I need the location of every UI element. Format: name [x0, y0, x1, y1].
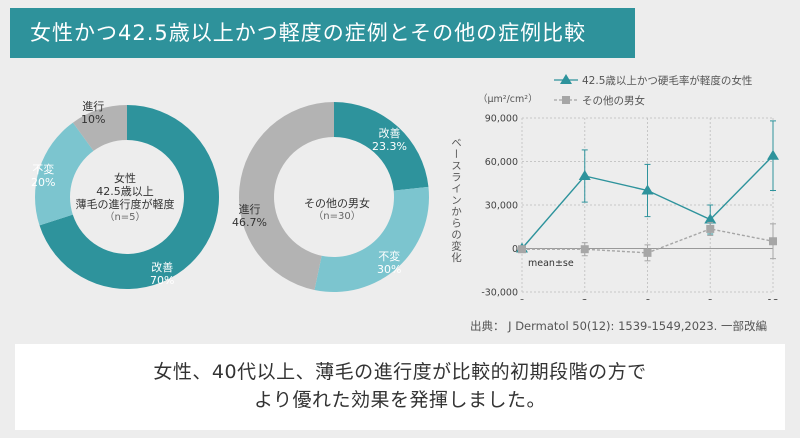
- x-tick-label: 0: [519, 298, 525, 300]
- donut-slice-1: [35, 122, 94, 226]
- x-tick-label: 12: [767, 298, 779, 300]
- label-unchanged-others: 不変 30%: [377, 250, 401, 276]
- slice-value: 10%: [81, 113, 106, 126]
- conclusion-box: 女性、40代以上、薄毛の進行度が比較的初期段階の方で より優れた効果を発揮しまし…: [15, 344, 785, 430]
- data-point: [704, 213, 717, 224]
- conclusion-line-2: より優れた効果を発揮しました。: [253, 389, 547, 411]
- mean-se-annotation: mean±se: [528, 258, 574, 269]
- data-point: [580, 245, 589, 254]
- slice-name: 不変: [32, 163, 55, 176]
- data-point: [518, 245, 526, 254]
- y-tick-label: 0: [512, 244, 518, 255]
- center-line: その他の男女: [304, 197, 370, 210]
- center-sub: （n=5）: [104, 212, 146, 223]
- legend-label: 42.5歳以上かつ硬毛率が軽度の女性: [582, 74, 752, 87]
- y-tick-label: 60,000: [485, 157, 518, 168]
- center-line: 薄毛の進行度が軽度: [75, 198, 175, 211]
- slice-value: 30%: [377, 263, 402, 276]
- donut-chart-others: 改善 23.3% 不変 30% 進行 46.7% その他の男女 （n=30）: [232, 83, 437, 313]
- y-tick-label: 30,000: [485, 201, 518, 212]
- label-progress-others: 進行 46.7%: [232, 203, 267, 229]
- label-unchanged-female: 不変 20%: [31, 163, 55, 189]
- slice-value: 23.3%: [372, 140, 407, 153]
- data-point: [641, 184, 654, 195]
- x-tick-label: 9: [707, 298, 713, 300]
- data-point: [767, 149, 779, 160]
- legend-marker: [562, 96, 570, 104]
- slice-name: 改善: [378, 127, 401, 140]
- donut-svg-others: [239, 102, 429, 292]
- slice-value: 20%: [31, 176, 56, 189]
- label-improved-others: 改善 23.3%: [372, 127, 407, 153]
- center-line: 女性: [114, 172, 136, 185]
- data-point: [578, 170, 591, 180]
- page-title: 女性かつ42.5歳以上かつ軽度の症例とその他の症例比較: [10, 8, 635, 58]
- data-point: [643, 248, 652, 257]
- y-tick-label: -30,000: [481, 288, 518, 299]
- data-point: [706, 224, 715, 233]
- unit-label: （μm²/cm²）: [478, 93, 538, 105]
- donut-slice-0: [334, 102, 429, 191]
- y-axis-label: ベースラインからの変化: [450, 137, 462, 264]
- center-line: 42.5歳以上: [96, 185, 154, 198]
- donut-slice-1: [314, 186, 429, 292]
- source-citation: 出典： J Dermatol 50(12): 1539-1549,2023. 一…: [470, 319, 767, 333]
- slice-name: 改善: [151, 261, 174, 274]
- legend-label: その他の男女: [582, 94, 645, 107]
- x-tick-label: 3: [582, 298, 588, 300]
- slice-name: 進行: [82, 100, 105, 113]
- label-improved-female: 改善 70%: [150, 261, 174, 287]
- donut-svg-female: [35, 105, 219, 289]
- slice-value: 70%: [150, 274, 175, 287]
- donut-slice-0: [39, 105, 219, 289]
- legend-marker: [560, 74, 572, 84]
- donut-slice-2: [72, 105, 127, 151]
- label-progress-female: 進行 10%: [81, 100, 105, 126]
- y-tick-label: 90,000: [485, 114, 518, 125]
- data-point: [769, 237, 777, 246]
- slice-name: 不変: [378, 250, 401, 263]
- slice-name: 進行: [238, 203, 261, 216]
- conclusion-line-1: 女性、40代以上、薄毛の進行度が比較的初期段階の方で: [153, 361, 647, 383]
- x-tick-label: 6: [644, 298, 650, 300]
- donut-center-female: 女性 42.5歳以上 薄毛の進行度が軽度 （n=5）: [65, 172, 185, 224]
- donut-chart-female: 進行 10% 不変 20% 改善 70% 女性 42.5歳以上 薄毛の進行度が軽…: [31, 83, 219, 313]
- slice-value: 46.7%: [232, 216, 267, 229]
- center-sub: （n=30）: [313, 211, 361, 222]
- donut-center-others: その他の男女 （n=30）: [292, 197, 382, 223]
- donut-slice-2: [239, 102, 334, 290]
